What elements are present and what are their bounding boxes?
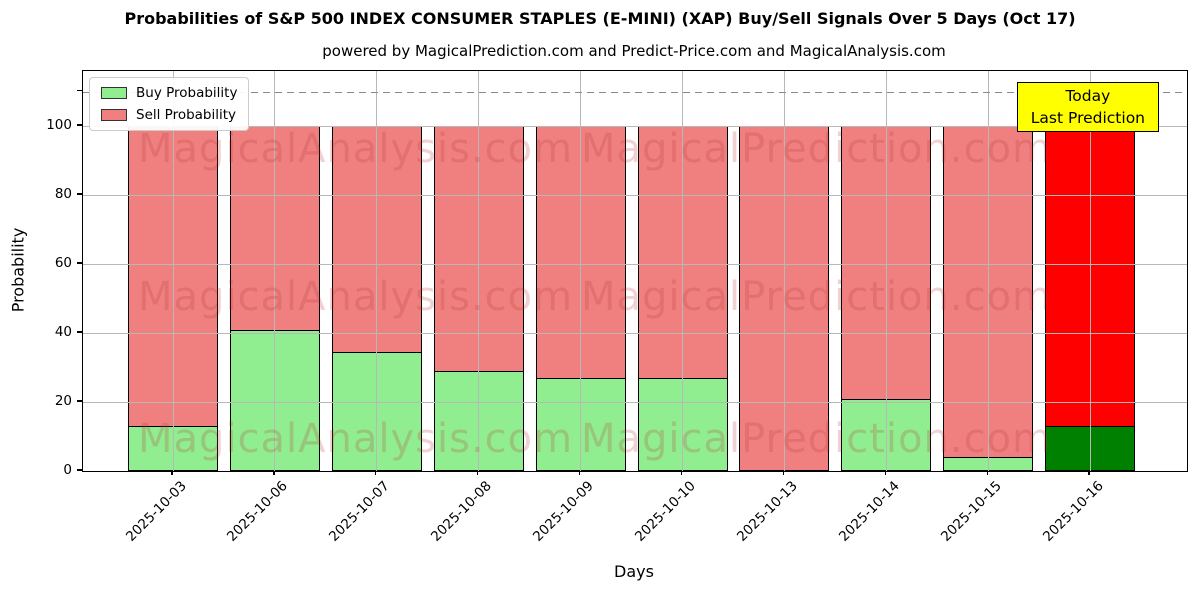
gridline-v bbox=[172, 71, 174, 471]
y-tick-label: 100 bbox=[46, 117, 72, 134]
x-tick bbox=[171, 470, 173, 475]
y-tick bbox=[77, 400, 82, 402]
legend-swatch-sell-icon bbox=[101, 109, 127, 121]
x-tick-label: 2025-10-03 bbox=[122, 478, 190, 545]
y-tick-label: 40 bbox=[54, 324, 72, 341]
watermark-text: MagicalPrediction.com bbox=[581, 416, 1052, 462]
x-tick-label: 2025-10-16 bbox=[1039, 478, 1107, 545]
watermark-text: MagicalAnalysis.com bbox=[138, 126, 574, 172]
x-tick-label: 2025-10-14 bbox=[835, 478, 903, 545]
y-tick bbox=[77, 469, 82, 471]
watermark-text: MagicalAnalysis.com bbox=[138, 416, 574, 462]
x-tick bbox=[477, 470, 479, 475]
gridline-h bbox=[83, 264, 1187, 266]
y-tick bbox=[77, 331, 82, 333]
chart-subtitle: powered by MagicalPrediction.com and Pre… bbox=[322, 42, 946, 60]
gridline-v bbox=[783, 71, 785, 471]
gridline-v bbox=[987, 71, 989, 471]
chart-title: Probabilities of S&P 500 INDEX CONSUMER … bbox=[124, 9, 1076, 28]
legend-swatch-buy-icon bbox=[101, 87, 127, 99]
x-tick-label: 2025-10-06 bbox=[224, 478, 292, 545]
legend-label-buy: Buy Probability bbox=[136, 85, 238, 101]
watermark-text: MagicalPrediction.com bbox=[581, 274, 1052, 320]
x-tick bbox=[782, 470, 785, 475]
gridline-v bbox=[1089, 71, 1091, 471]
legend: Buy Probability Sell Probability bbox=[89, 77, 250, 131]
threshold-dashed-line bbox=[83, 91, 1187, 94]
annotation-today-box: Today Last Prediction bbox=[1016, 82, 1159, 132]
y-tick-label: 0 bbox=[63, 462, 72, 478]
x-tick-label: 2025-10-08 bbox=[428, 478, 496, 545]
y-tick bbox=[77, 193, 82, 195]
x-tick bbox=[578, 470, 581, 475]
gridline-v bbox=[478, 71, 480, 471]
y-tick bbox=[77, 124, 82, 126]
gridline-v bbox=[580, 71, 582, 471]
legend-item-buy: Buy Probability bbox=[101, 85, 237, 101]
x-tick-label: 2025-10-10 bbox=[632, 478, 699, 545]
x-tick bbox=[273, 470, 275, 475]
y-tick-label: 80 bbox=[54, 186, 72, 203]
x-tick-label: 2025-10-13 bbox=[733, 478, 801, 545]
x-tick bbox=[375, 470, 377, 475]
annotation-line-last-prediction: Last Prediction bbox=[1030, 109, 1145, 127]
plot-area: Buy Probability Sell Probability Today L… bbox=[82, 70, 1188, 472]
y-tick bbox=[77, 89, 82, 92]
x-tick bbox=[986, 470, 988, 475]
y-tick bbox=[77, 262, 82, 264]
legend-label-sell: Sell Probability bbox=[136, 107, 237, 123]
y-tick-label: 60 bbox=[54, 255, 72, 272]
watermark-text: MagicalAnalysis.com bbox=[138, 274, 574, 320]
y-tick-label: 20 bbox=[54, 393, 72, 410]
x-tick-label: 2025-10-07 bbox=[326, 478, 394, 545]
gridline-v bbox=[376, 71, 378, 471]
x-tick bbox=[680, 470, 683, 475]
annotation-line-today: Today bbox=[1065, 87, 1111, 105]
gridline-h bbox=[83, 333, 1187, 335]
x-tick-label: 2025-10-09 bbox=[530, 478, 597, 545]
legend-item-sell: Sell Probability bbox=[101, 107, 237, 123]
gridline-v bbox=[274, 71, 276, 471]
gridline-v bbox=[682, 71, 683, 471]
watermark-text: MagicalPrediction.com bbox=[581, 126, 1052, 172]
gridline-v bbox=[885, 71, 887, 471]
gridline-h bbox=[83, 126, 1187, 128]
x-tick bbox=[1088, 470, 1090, 475]
x-tick bbox=[884, 470, 886, 475]
x-axis-title: Days bbox=[614, 562, 654, 581]
x-tick-label: 2025-10-15 bbox=[937, 478, 1005, 545]
gridline-h bbox=[83, 402, 1187, 404]
gridline-h bbox=[83, 195, 1187, 197]
